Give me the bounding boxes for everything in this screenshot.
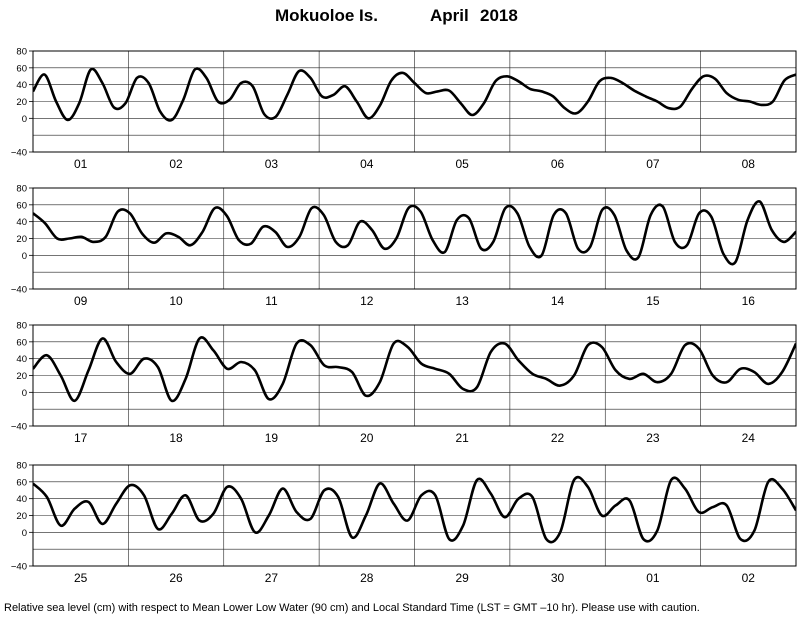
day-label: 28 <box>360 571 374 585</box>
day-label: 07 <box>646 157 660 171</box>
y-tick-label: −40 <box>11 285 27 296</box>
day-label: 27 <box>265 571 279 585</box>
y-tick-label: 0 <box>22 251 27 262</box>
day-label: 12 <box>360 294 374 308</box>
y-tick-label: 60 <box>16 200 27 211</box>
tide-series-line <box>33 336 796 403</box>
y-tick-label: 20 <box>16 371 27 382</box>
day-label: 02 <box>169 157 183 171</box>
panel-3: 80 60 40 20 0 −40 17 18 19 20 21 22 23 24 <box>11 321 797 445</box>
y-tick-label: −40 <box>11 422 27 433</box>
station-title: Mokuoloe Is. <box>275 6 378 25</box>
y-tick-label: 80 <box>16 47 27 58</box>
day-label: 19 <box>265 431 279 445</box>
y-tick-label: 80 <box>16 184 27 195</box>
day-label: 10 <box>169 294 183 308</box>
day-label: 29 <box>456 571 470 585</box>
day-label: 13 <box>456 294 470 308</box>
y-tick-label: 40 <box>16 494 27 505</box>
y-tick-label: −40 <box>11 148 27 159</box>
day-label: 21 <box>456 431 470 445</box>
tide-series-line <box>33 200 796 266</box>
day-label: 05 <box>456 157 470 171</box>
y-tick-label: 80 <box>16 461 27 472</box>
day-label: 01 <box>646 571 660 585</box>
y-tick-label: 0 <box>22 528 27 539</box>
day-label: 15 <box>646 294 660 308</box>
y-tick-label: 60 <box>16 477 27 488</box>
day-label: 30 <box>551 571 565 585</box>
footer-note: Relative sea level (cm) with respect to … <box>4 602 700 614</box>
y-tick-label: 40 <box>16 354 27 365</box>
y-tick-label: 20 <box>16 234 27 245</box>
day-label: 11 <box>265 294 278 308</box>
tide-series-line <box>33 67 796 122</box>
day-label: 04 <box>360 157 374 171</box>
day-label: 20 <box>360 431 374 445</box>
year-title: 2018 <box>480 6 518 25</box>
day-label: 18 <box>169 431 183 445</box>
y-tick-label: 0 <box>22 114 27 125</box>
day-label: 03 <box>265 157 279 171</box>
day-label: 14 <box>551 294 565 308</box>
day-label: 23 <box>646 431 660 445</box>
y-tick-label: −40 <box>11 562 27 573</box>
panel-2: 80 60 40 20 0 −40 09 10 11 12 13 14 15 16 <box>11 184 797 308</box>
tide-series-line <box>33 475 796 544</box>
day-label: 17 <box>74 431 88 445</box>
day-label: 16 <box>742 294 756 308</box>
y-tick-label: 40 <box>16 80 27 91</box>
day-label: 22 <box>551 431 565 445</box>
day-label: 06 <box>551 157 565 171</box>
day-label: 02 <box>742 571 756 585</box>
day-label: 26 <box>169 571 183 585</box>
y-tick-label: 20 <box>16 511 27 522</box>
panel-4: 80 60 40 20 0 −40 25 26 27 28 29 30 01 02 <box>11 461 797 585</box>
day-label: 08 <box>742 157 756 171</box>
y-tick-label: 0 <box>22 388 27 399</box>
y-tick-label: 20 <box>16 97 27 108</box>
day-label: 25 <box>74 571 88 585</box>
panel-1: 80 60 40 20 0 −40 01 02 03 04 05 06 07 08 <box>11 47 797 171</box>
day-label: 01 <box>74 157 88 171</box>
day-label: 09 <box>74 294 88 308</box>
day-label: 24 <box>742 431 756 445</box>
month-title: April <box>430 6 469 25</box>
y-tick-label: 60 <box>16 337 27 348</box>
y-tick-label: 60 <box>16 63 27 74</box>
y-tick-label: 80 <box>16 321 27 332</box>
panels-group: 80 60 40 20 0 −40 01 02 03 04 05 06 07 08 80 60 40 20 0 −40… <box>11 47 797 585</box>
y-tick-label: 40 <box>16 217 27 228</box>
